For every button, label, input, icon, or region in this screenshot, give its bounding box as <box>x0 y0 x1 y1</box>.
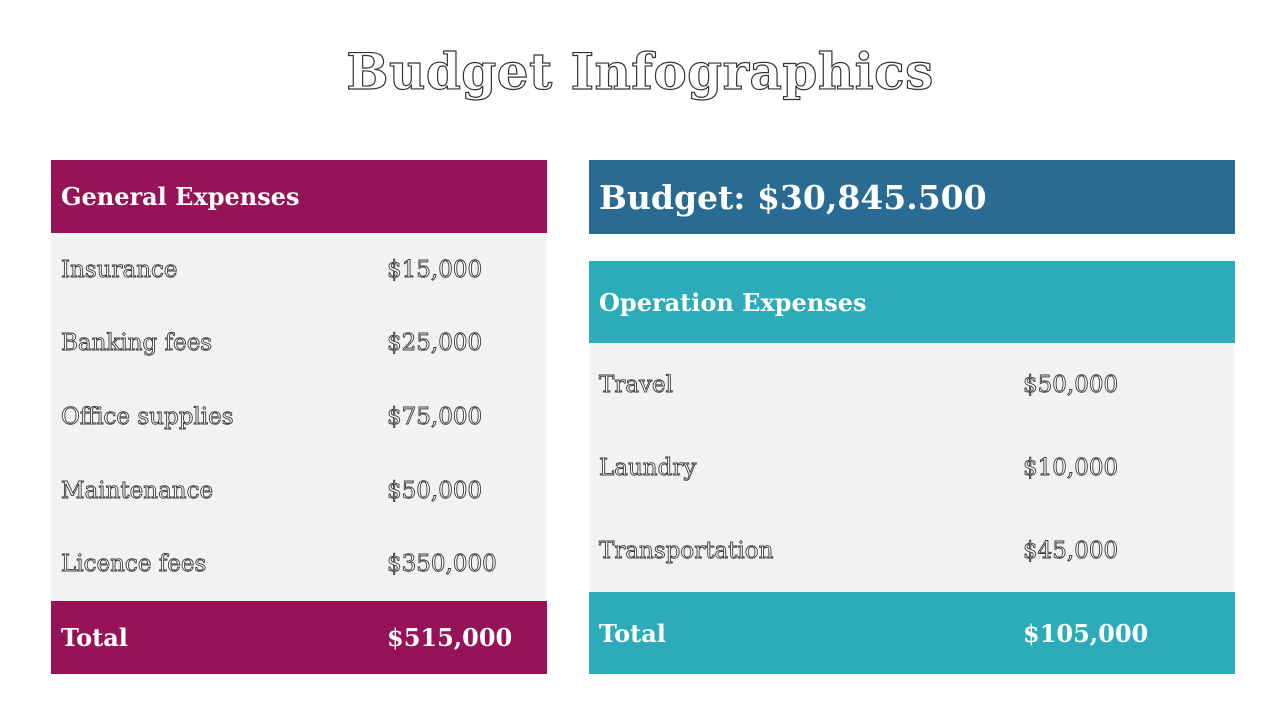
item-value: $45,000 <box>1023 537 1119 564</box>
item-value: $50,000 <box>1023 371 1119 398</box>
item-value: $10,000 <box>1023 454 1119 481</box>
operation-expenses-panel: Operation Expenses Travel $50,000 Laundr… <box>589 261 1235 674</box>
page-title: Budget Infographics <box>346 41 934 101</box>
list-item: Banking fees $25,000 <box>51 307 547 381</box>
item-value: $50,000 <box>387 477 483 504</box>
general-expenses-total-row: Total $515,000 <box>51 601 547 674</box>
list-item: Office supplies $75,000 <box>51 380 547 454</box>
general-expenses-panel: General Expenses Insurance $15,000 Banki… <box>51 160 547 674</box>
operation-expenses-list: Travel $50,000 Laundry $10,000 Transport… <box>589 343 1235 592</box>
item-label: Licence fees <box>61 551 207 578</box>
total-value: $515,000 <box>387 623 513 652</box>
total-label: Total <box>61 623 128 652</box>
list-item: Laundry $10,000 <box>589 426 1235 509</box>
item-label: Maintenance <box>61 477 214 504</box>
general-expenses-header: General Expenses <box>51 160 547 233</box>
item-value: $25,000 <box>387 330 483 357</box>
general-expenses-title: General Expenses <box>61 182 300 211</box>
list-item: Transportation $45,000 <box>589 509 1235 592</box>
item-label: Laundry <box>599 454 697 481</box>
operation-expenses-header: Operation Expenses <box>589 261 1235 343</box>
list-item: Travel $50,000 <box>589 343 1235 426</box>
total-value: $105,000 <box>1023 618 1149 648</box>
item-label: Transportation <box>599 537 774 564</box>
item-value: $350,000 <box>387 551 498 578</box>
item-value: $15,000 <box>387 256 483 283</box>
item-label: Banking fees <box>61 330 213 357</box>
budget-amount: Budget: $30,845.500 <box>599 177 987 217</box>
item-label: Office supplies <box>61 403 234 431</box>
item-label: Travel <box>599 371 674 398</box>
budget-banner: Budget: $30,845.500 <box>589 160 1235 234</box>
operation-expenses-title: Operation Expenses <box>599 287 867 317</box>
general-expenses-list: Insurance $15,000 Banking fees $25,000 O… <box>51 233 547 601</box>
operation-expenses-total-row: Total $105,000 <box>589 592 1235 674</box>
item-value: $75,000 <box>387 403 483 431</box>
list-item: Licence fees $350,000 <box>51 527 547 601</box>
item-label: Insurance <box>61 256 178 283</box>
list-item: Maintenance $50,000 <box>51 454 547 528</box>
list-item: Insurance $15,000 <box>51 233 547 307</box>
total-label: Total <box>599 618 666 648</box>
